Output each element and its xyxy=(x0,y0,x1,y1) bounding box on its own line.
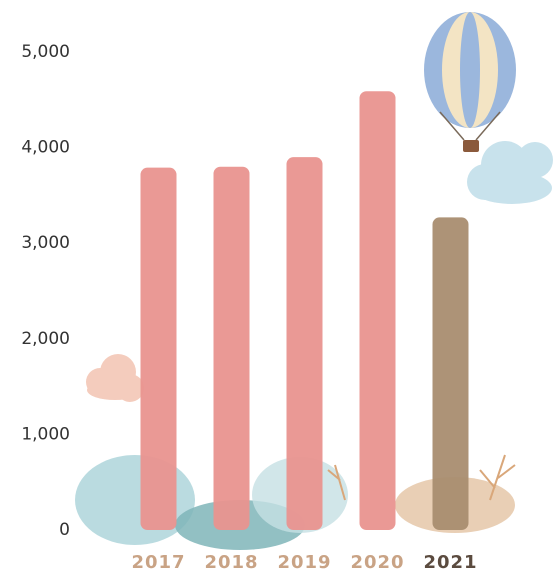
bar xyxy=(213,166,250,530)
bar xyxy=(286,157,323,530)
y-tick-label: 0 xyxy=(59,520,70,540)
y-tick-label: 1,000 xyxy=(21,424,70,444)
x-tick-label: 2019 xyxy=(277,552,331,573)
y-tick-label: 4,000 xyxy=(21,138,70,158)
x-tick-label: 2020 xyxy=(350,552,404,573)
bar xyxy=(359,91,396,531)
bar xyxy=(140,167,177,530)
x-tick-label: 2021 xyxy=(423,552,477,573)
x-tick-label: 2018 xyxy=(204,552,258,573)
bar xyxy=(432,217,469,530)
x-tick-label: 2017 xyxy=(131,552,185,573)
y-tick-label: 2,000 xyxy=(21,329,70,349)
y-tick-label: 3,000 xyxy=(21,233,70,253)
y-tick-label: 5,000 xyxy=(21,42,70,62)
